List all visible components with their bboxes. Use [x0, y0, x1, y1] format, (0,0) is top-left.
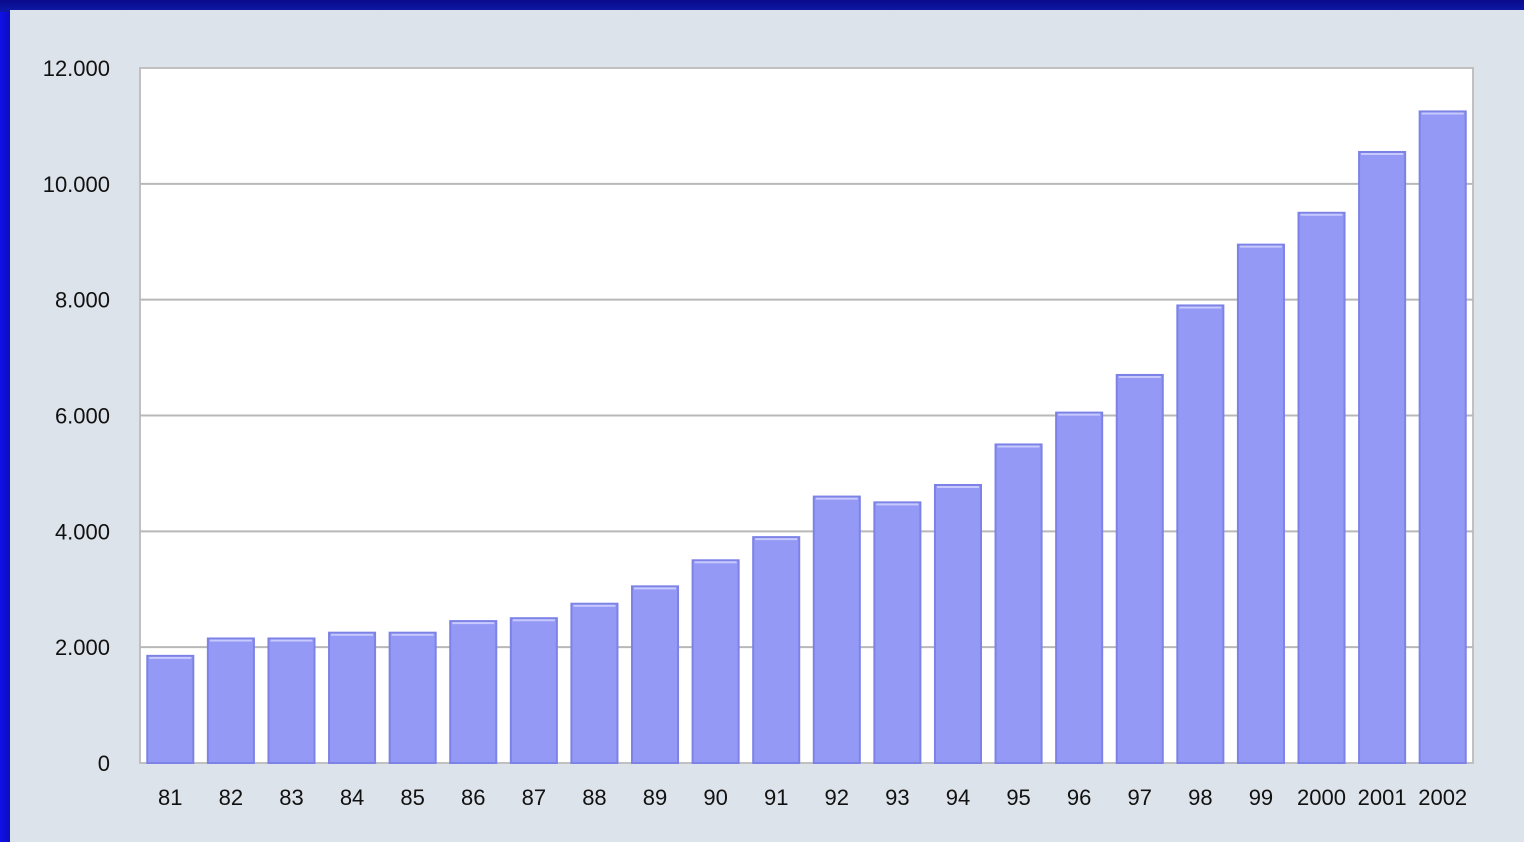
- bar: [328, 631, 377, 764]
- x-tick-label: 86: [461, 785, 485, 810]
- bars: [146, 110, 1467, 765]
- bar-94: [933, 484, 983, 764]
- bar-97: [1115, 373, 1164, 764]
- bar-95: [994, 443, 1043, 764]
- x-axis-ticks: 81 82 83 84 85 86 87 88 89 90 91 92 93 94 95 96 97 98 99 20…: [158, 785, 1467, 810]
- y-tick-label: 12.000: [43, 56, 110, 81]
- x-tick-label: 89: [643, 785, 667, 810]
- x-tick-label: 96: [1067, 785, 1091, 810]
- x-tick-label: 91: [764, 785, 788, 810]
- y-tick-label: 0: [98, 751, 110, 776]
- y-tick-label: 10.000: [43, 172, 110, 197]
- bar-84: [328, 631, 377, 764]
- bar-99: [1236, 243, 1285, 765]
- bar-82: [206, 637, 255, 765]
- bar-83: [267, 637, 316, 765]
- bar: [1055, 411, 1104, 764]
- bar-2002: [1418, 110, 1467, 764]
- bar-86: [449, 620, 498, 765]
- bar-2001: [1358, 150, 1407, 764]
- x-tick-label: 2001: [1358, 785, 1407, 810]
- bar-85: [388, 631, 437, 764]
- x-tick-label: 2000: [1297, 785, 1346, 810]
- bar-90: [691, 559, 740, 765]
- x-tick-label: 92: [825, 785, 849, 810]
- bar-88: [570, 602, 619, 765]
- bar: [630, 585, 680, 765]
- y-tick-label: 6.000: [55, 404, 110, 429]
- x-tick-label: 97: [1128, 785, 1152, 810]
- x-tick-label: 81: [158, 785, 182, 810]
- bar: [994, 443, 1043, 764]
- x-tick-label: 90: [703, 785, 727, 810]
- bar-89: [630, 585, 680, 765]
- x-tick-label: 83: [279, 785, 303, 810]
- bar: [1236, 243, 1285, 765]
- bar: [1297, 211, 1346, 764]
- x-tick-label: 98: [1188, 785, 1212, 810]
- x-tick-label: 84: [340, 785, 364, 810]
- x-tick-label: 2002: [1418, 785, 1467, 810]
- bar-chart: 0 2.000 4.000 6.000 8.000 10.000 12.000 81 82 83…: [43, 56, 1474, 810]
- bar: [812, 495, 861, 764]
- x-tick-label: 85: [400, 785, 424, 810]
- y-axis-ticks: 0 2.000 4.000 6.000 8.000 10.000 12.000: [43, 56, 110, 776]
- bar: [1176, 304, 1225, 764]
- bar: [388, 631, 437, 764]
- bar-96: [1055, 411, 1104, 764]
- x-tick-label: 99: [1249, 785, 1273, 810]
- bar-2000: [1297, 211, 1346, 764]
- chart-panel: 0 2.000 4.000 6.000 8.000 10.000 12.000 81 82 83…: [10, 10, 1524, 842]
- bar: [206, 637, 255, 765]
- bar: [509, 617, 558, 764]
- x-tick-label: 88: [582, 785, 606, 810]
- bar: [1418, 110, 1467, 764]
- bar: [752, 536, 801, 764]
- x-tick-label: 93: [885, 785, 909, 810]
- y-tick-label: 8.000: [55, 288, 110, 313]
- bar: [267, 637, 316, 765]
- bar-93: [873, 501, 922, 764]
- bar: [449, 620, 498, 765]
- bar-87: [509, 617, 558, 764]
- y-tick-label: 2.000: [55, 635, 110, 660]
- bar-81: [146, 654, 195, 765]
- y-tick-label: 4.000: [55, 519, 110, 544]
- bar-98: [1176, 304, 1225, 764]
- bar: [570, 602, 619, 765]
- x-tick-label: 82: [219, 785, 243, 810]
- bar-92: [812, 495, 861, 764]
- bar: [1115, 373, 1164, 764]
- title-band: [0, 0, 1524, 12]
- bar: [146, 654, 195, 765]
- x-tick-label: 87: [522, 785, 546, 810]
- bar: [873, 501, 922, 764]
- x-tick-label: 95: [1006, 785, 1030, 810]
- bar: [1358, 150, 1407, 764]
- bar: [933, 484, 983, 764]
- bar: [691, 559, 740, 765]
- x-tick-label: 94: [946, 785, 970, 810]
- bar-91: [752, 536, 801, 764]
